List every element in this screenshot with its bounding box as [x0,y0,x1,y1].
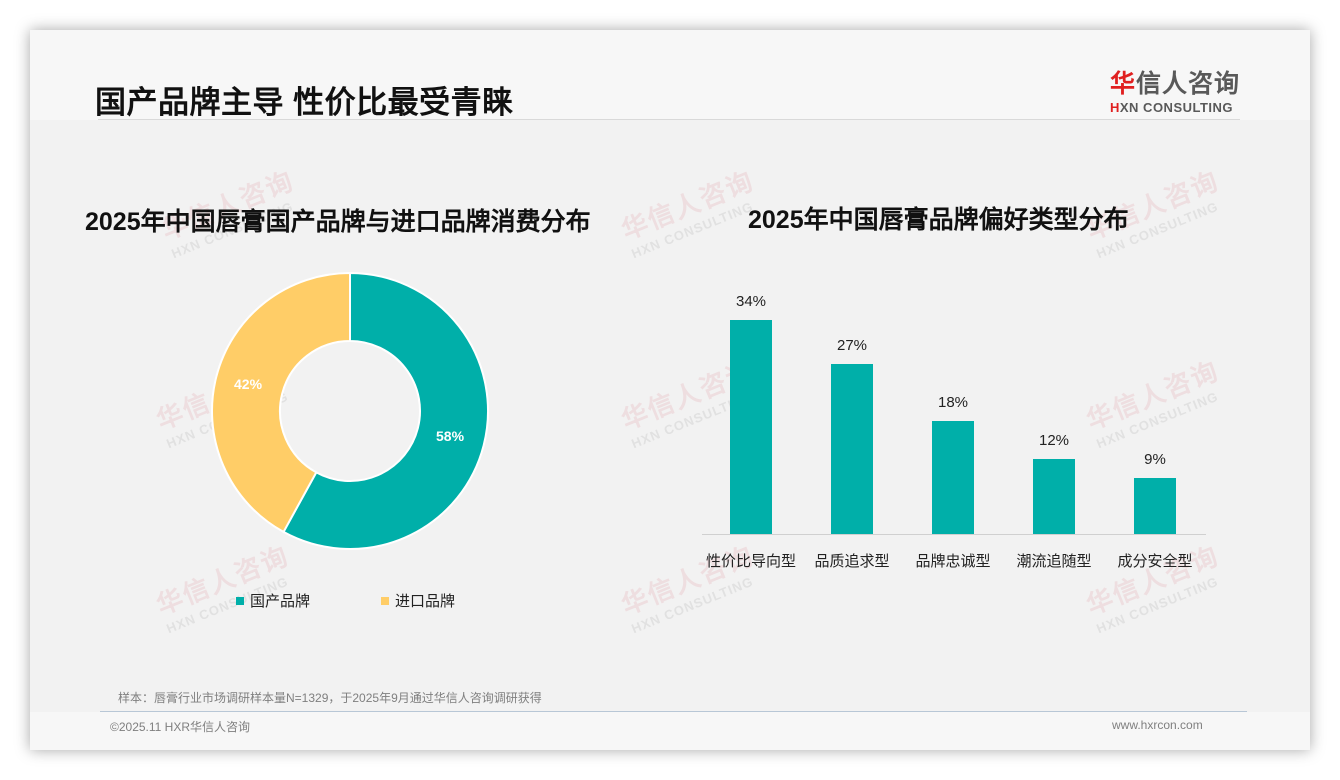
logo-cn: 华信人咨询 [1110,70,1241,98]
bar-value-label: 18% [937,394,969,411]
donut-chart [211,271,489,550]
page-title: 国产品牌主导 性价比最受青睐 [95,85,514,120]
legend-item-imported: 进口品牌 [381,590,455,611]
donut-label-imported: 42% [234,376,263,392]
footer-divider [100,711,1247,712]
legend-label: 进口品牌 [395,593,456,610]
bar-value-label: 12% [1038,432,1070,449]
bar [1033,459,1075,535]
bar-chart-title: 2025年中国唇膏品牌偏好类型分布 [748,206,1129,234]
bar [1134,478,1176,535]
legend-label: 国产品牌 [250,593,311,610]
copyright: ©2025.11 HXR华信人咨询 [110,720,250,734]
logo-en: HXN CONSULTING [1110,100,1234,115]
bar-category-label: 潮流追随型 [1016,553,1092,570]
legend-swatch-domestic [236,596,244,605]
legend-item-domestic: 国产品牌 [236,590,310,611]
bar-category-label: 性价比导向型 [705,553,796,570]
footer-band [30,712,1310,750]
bar [730,320,772,535]
slide: 华信人咨询 HXN CONSULTING 华信人咨询 HXN CONSULTING … [30,30,1310,750]
bar-value-label: 9% [1144,451,1166,468]
title-divider [98,119,1240,120]
bar [831,364,873,535]
bar [932,421,974,535]
bar-value-label: 34% [735,293,767,310]
donut-chart-title: 2025年中国唇膏国产品牌与进口品牌消费分布 [85,208,591,236]
company-logo: 华信人咨询 HXN CONSULTING [1110,64,1250,115]
legend-swatch-imported [381,596,389,605]
header-band [30,30,1310,120]
x-axis-line [702,534,1206,535]
bar-category-label: 成分安全型 [1117,553,1193,570]
donut-label-domestic: 58% [436,428,465,444]
donut-slice-imported [211,271,351,534]
donut-slice-domestic [282,271,489,550]
bar-category-label: 品牌忠诚型 [915,553,991,570]
sample-note: 样本：唇膏行业市场调研样本量N=1329，于2025年9月通过华信人咨询调研获得 [118,691,542,705]
bar-category-label: 品质追求型 [814,553,890,570]
bar-chart-plot: 34% 27% 18% 12% 9% [702,280,1206,535]
website-link[interactable]: www.hxrcon.com [1112,718,1203,732]
bar-value-label: 27% [836,337,868,354]
